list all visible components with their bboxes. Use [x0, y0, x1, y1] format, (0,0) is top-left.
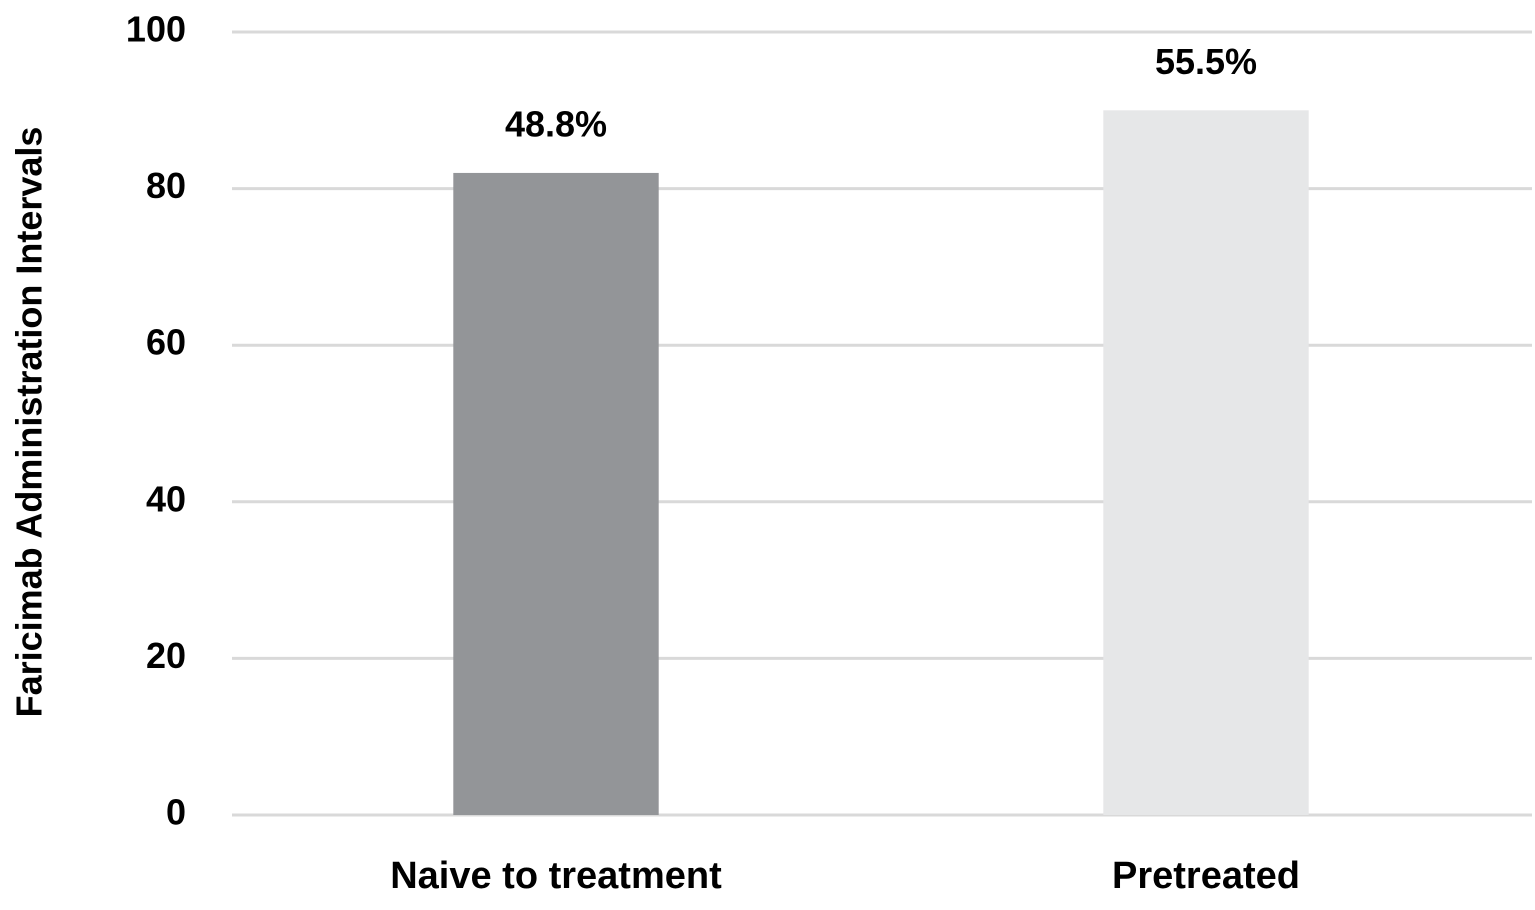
- x-tick-label: Pretreated: [1112, 855, 1300, 897]
- bar: [1103, 110, 1309, 816]
- y-tick-label: 40: [146, 478, 186, 519]
- x-tick-label: Naive to treatment: [390, 855, 722, 897]
- y-tick-label: 80: [146, 165, 186, 206]
- annotation: 55.5%: [1155, 41, 1257, 82]
- y-tick-label: 100: [126, 9, 186, 50]
- y-tick-label: 0: [166, 792, 186, 833]
- y-tick-label: 60: [146, 322, 186, 363]
- y-tick-label: 20: [146, 635, 186, 676]
- y-axis-label: Faricimab Administration Intervals: [9, 127, 50, 718]
- annotation: 48.8%: [505, 103, 607, 144]
- bar: [453, 172, 659, 815]
